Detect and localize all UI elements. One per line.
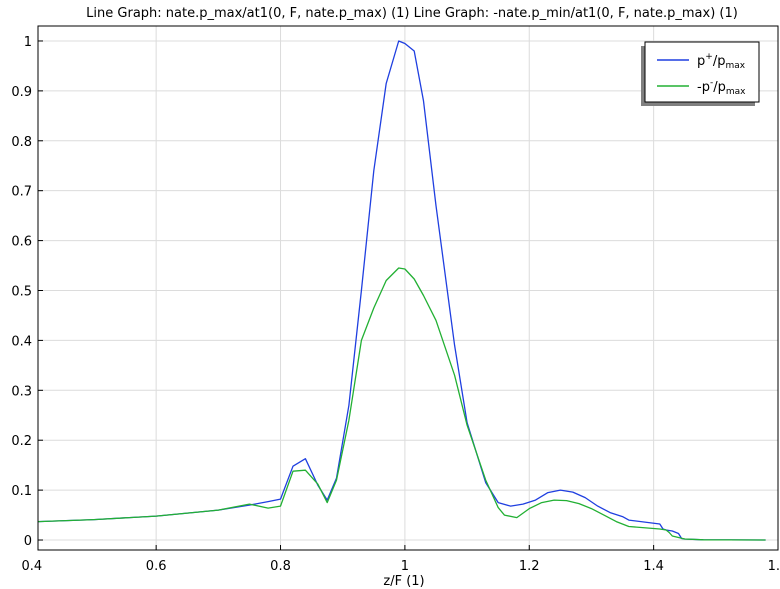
y-tick-label: 0.5 (11, 284, 32, 299)
x-tick-label: 1 (401, 559, 409, 574)
x-tick-label: 1.6 (768, 559, 780, 574)
y-tick-label: 0.9 (11, 85, 32, 100)
chart-title: Line Graph: nate.p_max/at1(0, F, nate.p_… (86, 6, 738, 21)
y-tick-label: 0.8 (11, 135, 32, 150)
y-tick-label: 0.2 (11, 434, 32, 449)
x-tick-label: 0.6 (146, 559, 167, 574)
y-tick-label: 0.6 (11, 235, 32, 250)
axis-ticks: 0.4 0.6 0.8 1 1.2 1.4 1.6 0 0.1 0.2 0.3 0.4 0.5 0.6 0.… (11, 35, 780, 574)
legend-box (644, 41, 760, 103)
y-tick-label: 1 (24, 35, 32, 50)
x-tick-label: 1.4 (643, 559, 664, 574)
series-line (37, 267, 766, 541)
legend-label: -p-/pmax (697, 78, 746, 97)
grid-lines (38, 26, 778, 550)
y-tick-label: 0 (24, 534, 32, 549)
series-lines (37, 40, 766, 541)
y-tick-label: 0.1 (11, 484, 32, 499)
x-tick-label: 0.4 (21, 559, 42, 574)
y-tick-label: 0.4 (11, 334, 32, 349)
legend: p+/pmax -p-/pmax (641, 41, 760, 106)
y-tick-label: 0.7 (11, 185, 32, 200)
x-axis-label: z/F (1) (383, 574, 424, 589)
plot-frame (37, 25, 779, 551)
x-tick-label: 1.2 (519, 559, 540, 574)
legend-label: p+/pmax (697, 52, 746, 71)
x-tick-label: 0.8 (270, 559, 291, 574)
y-tick-label: 0.3 (11, 384, 32, 399)
